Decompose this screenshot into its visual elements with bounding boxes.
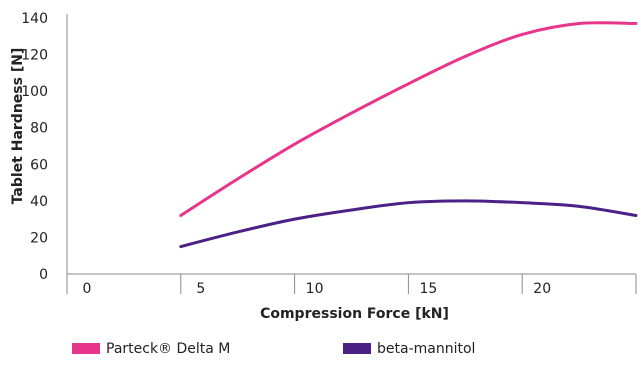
data-series xyxy=(179,21,638,249)
x-tick-label: 0 xyxy=(83,281,92,297)
y-tick-label: 100 xyxy=(21,84,48,100)
legend-label-beta-mannitol: beta-mannitol xyxy=(377,341,475,357)
y-axis-title: Tablet Hardness [N] xyxy=(10,48,26,205)
y-tick-label: 80 xyxy=(30,121,48,137)
legend-swatch-parteck xyxy=(72,343,100,354)
x-tick-label: 10 xyxy=(306,281,324,297)
axes xyxy=(66,14,636,275)
x-tick-label: 20 xyxy=(533,281,551,297)
legend-label-parteck: Parteck® Delta M xyxy=(106,341,230,357)
x-axis-title: Compression Force [kN] xyxy=(260,306,449,322)
x-tick-label: 5 xyxy=(196,281,205,297)
y-tick-label: 60 xyxy=(30,157,48,173)
y-tick-label: 0 xyxy=(39,267,48,283)
series-line-beta-mannitol xyxy=(179,199,638,249)
legend: Parteck® Delta M beta-mannitol xyxy=(72,341,475,357)
y-tick-label: 20 xyxy=(30,230,48,246)
legend-swatch-beta-mannitol xyxy=(343,343,371,354)
y-tick-label: 140 xyxy=(21,11,48,27)
x-tick-label: 15 xyxy=(419,281,437,297)
tick-labels: 0204060801001201400510152025 xyxy=(21,11,637,297)
series-line-parteck-delta-m xyxy=(179,21,638,217)
y-tick-label: 120 xyxy=(21,48,48,64)
y-tick-label: 40 xyxy=(30,194,48,210)
